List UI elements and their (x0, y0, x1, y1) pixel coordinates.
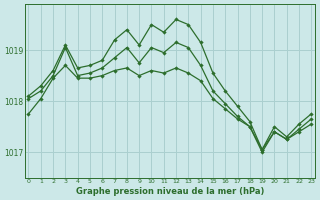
X-axis label: Graphe pression niveau de la mer (hPa): Graphe pression niveau de la mer (hPa) (76, 187, 264, 196)
